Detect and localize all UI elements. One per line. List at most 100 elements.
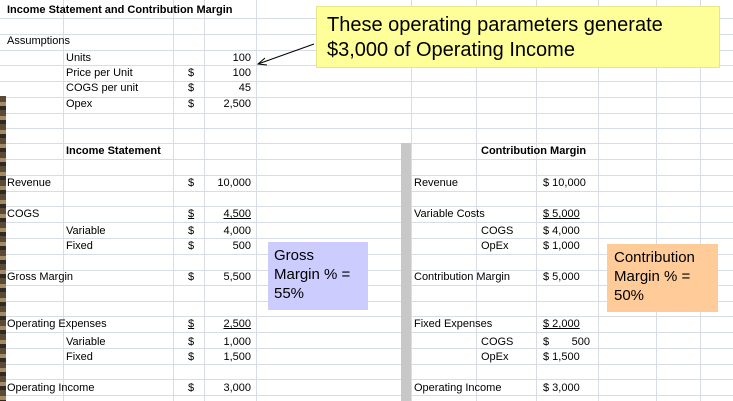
sheet-title[interactable]: Income Statement and Contribution Margin (7, 4, 233, 16)
dollar-sign: $ (188, 225, 195, 237)
cm-vc-opex-label[interactable]: OpEx (481, 240, 509, 252)
callout-line: $3,000 of Operating Income (327, 39, 575, 61)
gridline (0, 316, 733, 317)
cm-vc-cogs-value[interactable]: $ 4,000 (543, 225, 580, 237)
gridline (411, 0, 412, 401)
dollar-sign: $ (188, 208, 195, 220)
cm-contribution-margin-label[interactable]: Contribution Margin (414, 271, 510, 283)
gross-margin-box-line: Gross (274, 247, 315, 264)
dollar-sign: $ (188, 382, 195, 394)
dollar-sign: $ (188, 336, 195, 348)
contribution-margin-percent-box: Contribution Margin % = 50% (607, 244, 718, 312)
is-cogs-label[interactable]: COGS (7, 208, 40, 220)
cm-variable-costs-label[interactable]: Variable Costs (414, 208, 485, 220)
cm-operating-income-value[interactable]: $ 3,000 (543, 382, 580, 394)
gridline (0, 113, 733, 114)
callout-line: These operating parameters generate (327, 14, 663, 36)
assumption-value[interactable]: 100 (232, 67, 251, 79)
gross-margin-box-line: Margin % = (274, 266, 351, 283)
cm-fe-cogs-label[interactable]: COGS (481, 336, 514, 348)
cm-fixed-expenses-label[interactable]: Fixed Expenses (414, 318, 493, 330)
gridline (0, 175, 733, 176)
gross-margin-percent-box: Gross Margin % = 55% (268, 242, 368, 310)
dollar-sign: $ (188, 98, 195, 110)
gridline (0, 348, 733, 349)
is-opex-fixed-label[interactable]: Fixed (66, 351, 93, 363)
is-cogs-fixed-label[interactable]: Fixed (66, 240, 93, 252)
gridline (536, 0, 537, 401)
assumption-value[interactable]: 45 (238, 82, 251, 94)
income-statement-heading[interactable]: Income Statement (66, 145, 161, 157)
gridline (700, 0, 701, 401)
cm-vc-opex-value[interactable]: $ 1,000 (543, 240, 580, 252)
cm-fe-cogs-value[interactable]: 500 (571, 336, 590, 348)
gridline (0, 206, 733, 207)
dollar-sign: $ (188, 67, 195, 79)
is-gross-margin-value[interactable]: 5,500 (223, 271, 251, 283)
cm-contribution-margin-value[interactable]: $ 5,000 (543, 271, 580, 283)
gridline (0, 128, 733, 129)
gridline (0, 191, 733, 192)
dollar-sign: $ (188, 351, 195, 363)
gridline (0, 143, 733, 144)
is-operating-income-label[interactable]: Operating Income (7, 382, 95, 394)
dollar-sign: $ (188, 177, 195, 189)
gross-margin-box-line: 55% (274, 285, 305, 302)
gridline (0, 395, 733, 396)
is-cogs-fixed-value[interactable]: 500 (232, 240, 251, 252)
gridline (204, 0, 205, 401)
gridline (476, 0, 477, 401)
dollar-sign: $ (188, 271, 195, 283)
column-divider (401, 143, 411, 401)
is-opex-variable-value[interactable]: 1,000 (223, 336, 251, 348)
gridline (173, 0, 174, 401)
contribution-margin-heading[interactable]: Contribution Margin (481, 145, 587, 157)
assumption-label[interactable]: Price per Unit (66, 67, 133, 79)
gridline (0, 81, 733, 82)
dollar-sign: $ (543, 336, 550, 348)
cm-vc-cogs-label[interactable]: COGS (481, 225, 514, 237)
is-operating-income-value[interactable]: 3,000 (223, 382, 251, 394)
is-revenue-label[interactable]: Revenue (7, 177, 52, 189)
gridline (256, 0, 257, 401)
gridline (656, 0, 657, 401)
is-gross-margin-label[interactable]: Gross Margin (7, 271, 74, 283)
assumption-label[interactable]: Opex (66, 98, 93, 110)
gridline (0, 159, 733, 160)
dollar-sign: $ (188, 240, 195, 252)
cm-box-line: Margin % = (614, 268, 691, 285)
cm-box-line: Contribution (614, 249, 695, 266)
is-opex-variable-label[interactable]: Variable (66, 336, 106, 348)
assumptions-heading[interactable]: Assumptions (7, 35, 70, 47)
cm-revenue-label[interactable]: Revenue (414, 177, 459, 189)
dollar-sign: $ (188, 318, 195, 330)
gridline (0, 222, 733, 223)
is-opex-fixed-value[interactable]: 1,500 (223, 351, 251, 363)
is-cogs-value[interactable]: 4,500 (223, 208, 251, 220)
cm-operating-income-label[interactable]: Operating Income (414, 382, 502, 394)
assumption-value[interactable]: 2,500 (223, 98, 251, 110)
operating-income-callout: These operating parameters generate $3,0… (316, 6, 720, 68)
assumption-label[interactable]: COGS per unit (66, 82, 139, 94)
left-edge-strip (0, 96, 6, 401)
assumption-value[interactable]: 100 (232, 52, 251, 64)
gridline (0, 332, 733, 333)
gridline (0, 364, 733, 365)
cm-variable-costs-value[interactable]: $ 5,000 (543, 208, 580, 220)
is-cogs-variable-value[interactable]: 4,000 (223, 225, 251, 237)
dollar-sign: $ (188, 82, 195, 94)
gridline (63, 0, 64, 401)
is-cogs-variable-label[interactable]: Variable (66, 225, 106, 237)
is-opex-value[interactable]: 2,500 (223, 318, 251, 330)
cm-fe-opex-value[interactable]: $ 1,500 (543, 351, 580, 363)
gridline (0, 238, 733, 239)
is-opex-label[interactable]: Operating Expenses (7, 318, 107, 330)
cm-revenue-value[interactable]: $ 10,000 (543, 177, 586, 189)
is-revenue-value[interactable]: 10,000 (217, 177, 251, 189)
cm-fixed-expenses-value[interactable]: $ 2,000 (543, 318, 580, 330)
assumption-label[interactable]: Units (66, 52, 92, 64)
cm-box-line: 50% (614, 287, 645, 304)
gridline (598, 0, 599, 401)
cm-fe-opex-label[interactable]: OpEx (481, 351, 509, 363)
